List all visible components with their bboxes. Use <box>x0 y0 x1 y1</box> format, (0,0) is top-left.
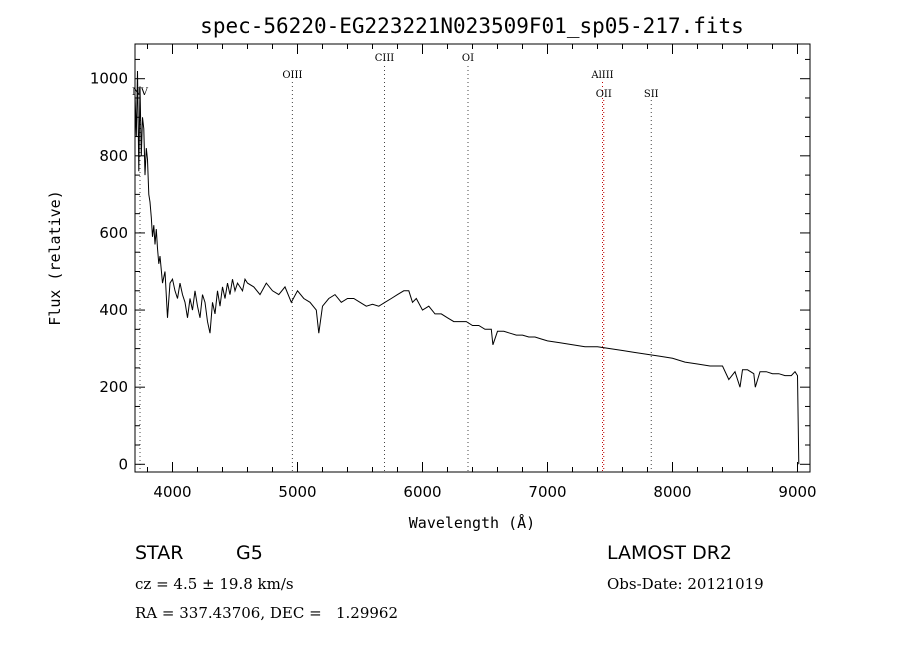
y-tick-label: 800 <box>99 147 128 165</box>
line-label-sii: SII <box>644 89 659 100</box>
line-label-oiii: OIII <box>282 70 302 81</box>
line-label-ciii: CIII <box>375 53 395 64</box>
x-axis-label: Wavelength (Å) <box>409 513 535 532</box>
x-tick-label: 9000 <box>778 483 816 501</box>
x-tick-label: 5000 <box>278 483 316 501</box>
line-label-oi: OI <box>462 53 474 64</box>
y-tick-label: 600 <box>99 224 128 242</box>
line-label-oii: OII <box>596 89 612 100</box>
obs-date: Obs-Date: 20121019 <box>607 575 764 593</box>
x-axis-ticks: 4000 5000 6000 7000 8000 9000 <box>147 44 817 501</box>
x-tick-label: 8000 <box>653 483 691 501</box>
y-tick-label: 400 <box>99 301 128 319</box>
x-tick-label: 6000 <box>403 483 441 501</box>
y-tick-label: 200 <box>99 378 128 396</box>
spectrum-chart: spec-56220-EG223221N023509F01_sp05-217.f… <box>46 14 817 532</box>
object-subclass: G5 <box>236 542 263 564</box>
redshift-text: cz = 4.5 ± 19.8 km/s <box>135 575 294 593</box>
y-tick-label: 1000 <box>90 70 128 88</box>
y-axis-label: Flux (relative) <box>46 190 64 325</box>
x-tick-label: 7000 <box>528 483 566 501</box>
object-class: STAR <box>135 542 184 564</box>
plot-frame <box>134 43 811 473</box>
x-tick-label: 4000 <box>153 483 191 501</box>
chart-title: spec-56220-EG223221N023509F01_sp05-217.f… <box>200 14 744 38</box>
spectrum-series-line <box>134 70 800 465</box>
line-label-aliii: AlIII <box>590 70 613 81</box>
y-axis-ticks: 0 200 400 600 800 1000 <box>90 58 810 473</box>
y-tick-label: 0 <box>118 455 128 473</box>
coordinates: RA = 337.43706, DEC = 1.29962 <box>135 604 399 622</box>
survey-name: LAMOST DR2 <box>607 542 732 564</box>
